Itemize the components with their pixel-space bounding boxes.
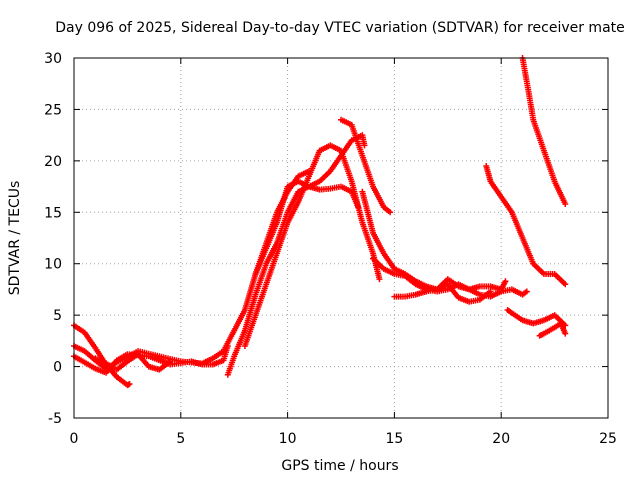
series-trace-8 — [338, 116, 394, 216]
x-axis-label: GPS time / hours — [281, 458, 398, 474]
data-point — [562, 281, 569, 288]
y-tick-label: 25 — [44, 102, 62, 118]
tick-marks — [73, 57, 609, 419]
data-point — [523, 288, 530, 295]
x-tick-label: 0 — [70, 431, 79, 447]
y-tick-label: 10 — [44, 257, 62, 273]
y-axis-label: SDTVAR / TECUs — [7, 181, 23, 296]
series-trace-3 — [71, 343, 231, 376]
x-tick-label: 10 — [279, 431, 297, 447]
series-trace-6 — [241, 142, 383, 349]
data-point — [502, 278, 509, 285]
data-point — [224, 343, 231, 349]
series-trace-7 — [252, 132, 368, 277]
data-point — [361, 142, 368, 149]
y-tick-label: 15 — [44, 205, 62, 221]
grid — [74, 58, 608, 418]
y-tick-label: 20 — [44, 154, 62, 170]
y-tick-label: 30 — [44, 51, 62, 67]
chart-title: Day 096 of 2025, Sidereal Day-to-day VTE… — [55, 20, 625, 36]
x-tick-label: 20 — [492, 431, 510, 447]
x-tick-label: 5 — [176, 431, 185, 447]
data-point — [562, 201, 569, 208]
data-point — [387, 209, 394, 216]
data-point — [376, 276, 383, 283]
series-trace-2 — [71, 168, 312, 372]
tick-labels: 0 5 10 15 20 25 -5 0 5 10 15 20 25 30 — [44, 51, 617, 447]
data-point — [562, 330, 569, 337]
y-tick-label: 5 — [53, 308, 62, 324]
plot-border — [73, 57, 609, 419]
data-series — [71, 55, 569, 389]
data-point — [126, 381, 133, 388]
y-tick-label: -5 — [48, 411, 62, 427]
data-point — [167, 358, 174, 365]
series-trace-15 — [519, 55, 569, 208]
y-tick-label: 0 — [53, 360, 62, 376]
x-tick-label: 25 — [599, 431, 617, 447]
series-trace-14 — [536, 320, 569, 339]
series-trace-12 — [483, 163, 569, 288]
x-tick-label: 15 — [385, 431, 403, 447]
series-trace-4 — [92, 351, 174, 373]
data-point — [487, 288, 494, 295]
series-trace-11 — [391, 281, 494, 305]
